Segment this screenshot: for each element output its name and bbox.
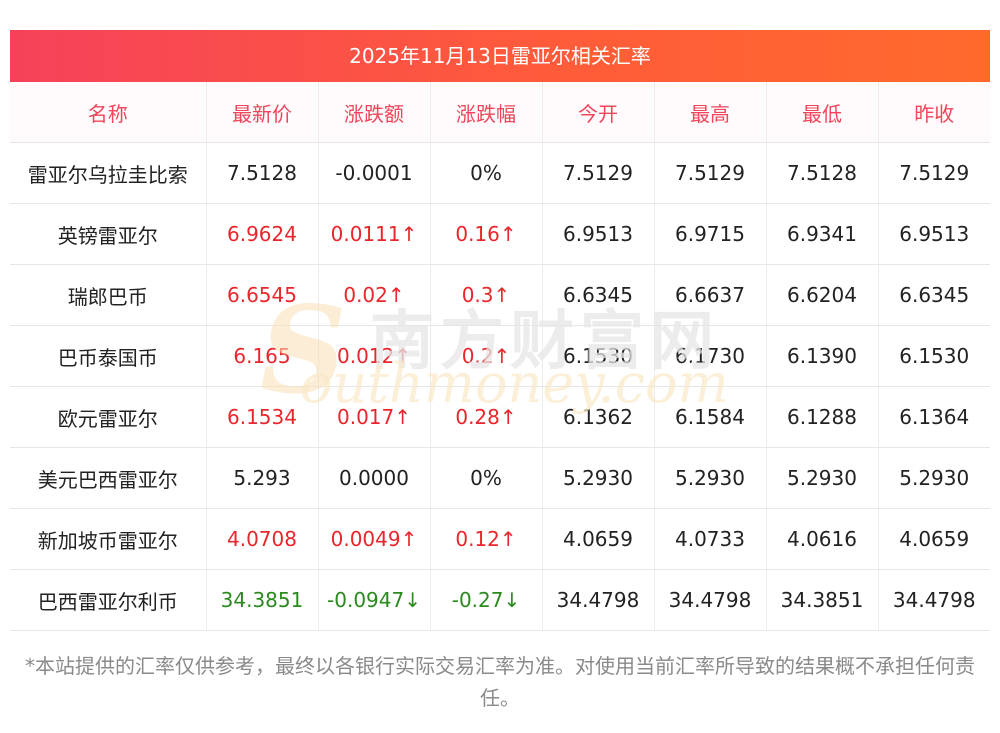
cell-change: -0.0947↓ [318,569,431,631]
cell-change: 0.012↑ [318,325,431,387]
header-open: 今开 [542,82,655,143]
header-pct: 涨跌幅 [430,82,543,143]
table-row: 巴币泰国币 6.165 0.012↑ 0.2↑ 6.1530 6.1730 6.1390 6.… [10,325,990,387]
cell-name: 欧元雷亚尔 [10,386,207,448]
cell-prev: 7.5129 [878,142,990,204]
cell-change: 0.02↑ [318,264,431,326]
cell-open: 6.6345 [542,264,655,326]
cell-change: 0.017↑ [318,386,431,448]
cell-prev: 4.0659 [878,508,990,570]
cell-name: 美元巴西雷亚尔 [10,447,207,509]
cell-low: 7.5128 [766,142,879,204]
table-row: 美元巴西雷亚尔 5.293 0.0000 0% 5.2930 5.2930 5.2930 5.… [10,447,990,509]
cell-pct: 0.12↑ [430,508,543,570]
cell-high: 7.5129 [654,142,767,204]
cell-pct: 0.28↑ [430,386,543,448]
header-high: 最高 [654,82,767,143]
table-title: 2025年11月13日雷亚尔相关汇率 [10,30,990,82]
header-low: 最低 [766,82,879,143]
header-name: 名称 [10,82,207,143]
cell-high: 4.0733 [654,508,767,570]
disclaimer-note: *本站提供的汇率仅供参考，最终以各银行实际交易汇率为准。对使用当前汇率所导致的结… [25,654,975,710]
cell-name: 雷亚尔乌拉圭比索 [10,142,207,204]
cell-prev: 6.9513 [878,203,990,265]
cell-prev: 6.1364 [878,386,990,448]
cell-low: 5.2930 [766,447,879,509]
cell-latest: 6.6545 [206,264,319,326]
header-row: 名称 最新价 涨跌额 涨跌幅 今开 最高 最低 昨收 [10,82,990,143]
header-prev: 昨收 [878,82,990,143]
cell-low: 34.3851 [766,569,879,631]
table-row: 雷亚尔乌拉圭比索 7.5128 -0.0001 0% 7.5129 7.5129 7.512… [10,142,990,204]
cell-latest: 6.165 [206,325,319,387]
cell-name: 巴币泰国币 [10,325,207,387]
cell-low: 4.0616 [766,508,879,570]
cell-high: 5.2930 [654,447,767,509]
cell-latest: 6.9624 [206,203,319,265]
cell-prev: 6.6345 [878,264,990,326]
cell-open: 6.1530 [542,325,655,387]
cell-pct: 0.3↑ [430,264,543,326]
cell-latest: 4.0708 [206,508,319,570]
cell-high: 6.6637 [654,264,767,326]
cell-low: 6.6204 [766,264,879,326]
cell-latest: 5.293 [206,447,319,509]
cell-name: 瑞郎巴币 [10,264,207,326]
cell-name: 巴西雷亚尔利币 [10,569,207,631]
cell-prev: 5.2930 [878,447,990,509]
header-latest: 最新价 [206,82,319,143]
cell-name: 英镑雷亚尔 [10,203,207,265]
cell-prev: 34.4798 [878,569,990,631]
table-row: 欧元雷亚尔 6.1534 0.017↑ 0.28↑ 6.1362 6.1584 6.1288… [10,386,990,448]
cell-low: 6.9341 [766,203,879,265]
cell-change: 0.0000 [318,447,431,509]
cell-pct: 0% [430,447,543,509]
cell-latest: 6.1534 [206,386,319,448]
cell-latest: 34.3851 [206,569,319,631]
cell-name: 新加坡币雷亚尔 [10,508,207,570]
table-row: 新加坡币雷亚尔 4.0708 0.0049↑ 0.12↑ 4.0659 4.0733 4.0… [10,508,990,570]
cell-low: 6.1390 [766,325,879,387]
rate-table-panel: 2025年11月13日雷亚尔相关汇率 名称 最新价 涨跌额 涨跌幅 今开 最高 … [10,30,990,631]
cell-open: 5.2930 [542,447,655,509]
cell-pct: 0.16↑ [430,203,543,265]
cell-prev: 6.1530 [878,325,990,387]
table-row: 巴西雷亚尔利币 34.3851 -0.0947↓ -0.27↓ 34.4798 34.47… [10,569,990,631]
cell-pct: 0% [430,142,543,204]
cell-pct: -0.27↓ [430,569,543,631]
cell-high: 6.1730 [654,325,767,387]
table-row: 英镑雷亚尔 6.9624 0.0111↑ 0.16↑ 6.9513 6.9715 6.934… [10,203,990,265]
cell-high: 6.9715 [654,203,767,265]
cell-open: 6.9513 [542,203,655,265]
cell-change: 0.0049↑ [318,508,431,570]
cell-high: 34.4798 [654,569,767,631]
header-change: 涨跌额 [318,82,431,143]
cell-pct: 0.2↑ [430,325,543,387]
cell-latest: 7.5128 [206,142,319,204]
cell-open: 4.0659 [542,508,655,570]
cell-open: 6.1362 [542,386,655,448]
table-row: 瑞郎巴币 6.6545 0.02↑ 0.3↑ 6.6345 6.6637 6.6204 6.6… [10,264,990,326]
cell-open: 34.4798 [542,569,655,631]
rate-table: 名称 最新价 涨跌额 涨跌幅 今开 最高 最低 昨收 雷亚尔乌拉圭比索 7.512… [10,82,990,631]
cell-change: 0.0111↑ [318,203,431,265]
cell-open: 7.5129 [542,142,655,204]
cell-low: 6.1288 [766,386,879,448]
cell-high: 6.1584 [654,386,767,448]
cell-change: -0.0001 [318,142,431,204]
